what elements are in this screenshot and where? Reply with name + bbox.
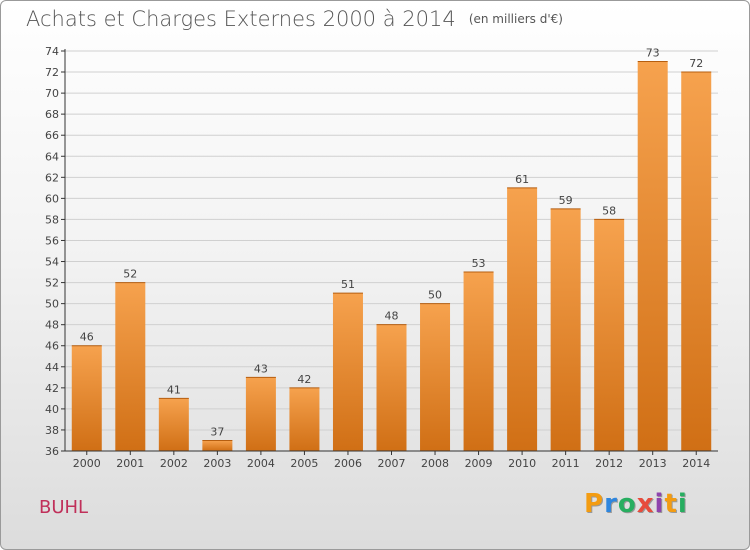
- data-label: 48: [385, 310, 399, 323]
- y-tick-label: 60: [45, 192, 59, 205]
- y-tick-label: 72: [45, 66, 59, 79]
- data-label: 61: [515, 173, 529, 186]
- bar: [550, 208, 581, 451]
- x-tick-label: 2003: [203, 457, 231, 470]
- data-label: 50: [428, 289, 442, 302]
- bar: [202, 440, 233, 451]
- data-label: 43: [254, 362, 268, 375]
- bar: [289, 387, 320, 451]
- x-tick-label: 2007: [378, 457, 406, 470]
- x-tick-label: 2011: [552, 457, 580, 470]
- logo-letter: r: [604, 489, 618, 519]
- data-label: 51: [341, 278, 355, 291]
- y-tick-label: 62: [45, 171, 59, 184]
- x-tick-label: 2001: [116, 457, 144, 470]
- commune-name: BUHL: [39, 497, 89, 518]
- data-label: 37: [210, 425, 224, 438]
- data-label: 42: [297, 373, 311, 386]
- x-tick-label: 2000: [73, 457, 101, 470]
- data-label: 53: [472, 257, 486, 270]
- title-row: Achats et Charges Externes 2000 à 2014 (…: [26, 7, 563, 31]
- axes: 36 38 40 42 44 46 48 50 52 54 56 58 60 62 64 66 68 70 72 74…: [45, 45, 718, 470]
- bar: [594, 219, 625, 451]
- y-tick-label: 58: [45, 213, 59, 226]
- data-label: 59: [559, 194, 573, 207]
- data-label: 73: [646, 47, 660, 60]
- bar: [681, 72, 712, 451]
- data-label: 72: [689, 57, 703, 70]
- y-tick-label: 36: [45, 445, 59, 458]
- x-tick-label: 2013: [639, 457, 667, 470]
- x-tick-label: 2006: [334, 457, 362, 470]
- y-tick-label: 40: [45, 403, 59, 416]
- y-tick-label: 70: [45, 87, 59, 100]
- bar: [637, 61, 668, 452]
- data-label: 52: [123, 268, 137, 281]
- logo-letter: t: [664, 489, 678, 519]
- bar: [507, 187, 538, 451]
- data-label: 46: [80, 331, 94, 344]
- y-tick-label: 52: [45, 277, 59, 290]
- bars: 46 52 41 37 43 42 51 48 50 53 61 59 58 73 72: [71, 47, 712, 452]
- bar: [245, 377, 276, 451]
- logo-letter: x: [636, 489, 655, 519]
- chart-subtitle: (en milliers d'€): [468, 12, 563, 26]
- y-tick-label: 66: [45, 129, 59, 142]
- y-tick-label: 38: [45, 424, 59, 437]
- bar: [71, 345, 102, 451]
- logo-letter: o: [617, 489, 637, 519]
- y-tick-label: 64: [45, 150, 59, 163]
- x-tick-label: 2012: [595, 457, 623, 470]
- x-tick-label: 2014: [682, 457, 710, 470]
- chart-title: Achats et Charges Externes 2000 à 2014: [26, 7, 456, 31]
- bar: [158, 398, 189, 451]
- y-tick-label: 46: [45, 340, 59, 353]
- logo-letter: i: [654, 489, 665, 519]
- bar: [115, 282, 146, 451]
- bar: [463, 272, 494, 451]
- x-tick-label: 2009: [465, 457, 493, 470]
- x-tick-label: 2002: [160, 457, 188, 470]
- y-tick-label: 56: [45, 234, 59, 247]
- proxiti-logo[interactable]: Proxiti: [584, 489, 688, 519]
- bar: [420, 303, 451, 451]
- y-tick-label: 44: [45, 361, 59, 374]
- y-tick-label: 54: [45, 256, 59, 269]
- bar: [376, 324, 407, 451]
- x-tick-label: 2004: [247, 457, 275, 470]
- y-tick-label: 50: [45, 298, 59, 311]
- y-tick-label: 74: [45, 45, 59, 58]
- logo-letter: P: [584, 489, 605, 519]
- x-tick-label: 2010: [508, 457, 536, 470]
- y-tick-label: 48: [45, 319, 59, 332]
- x-tick-label: 2008: [421, 457, 449, 470]
- data-label: 58: [602, 204, 616, 217]
- logo-letter: i: [677, 489, 688, 519]
- bar: [332, 293, 363, 451]
- data-label: 41: [167, 383, 181, 396]
- y-tick-label: 68: [45, 108, 59, 121]
- x-tick-label: 2005: [290, 457, 318, 470]
- y-tick-label: 42: [45, 382, 59, 395]
